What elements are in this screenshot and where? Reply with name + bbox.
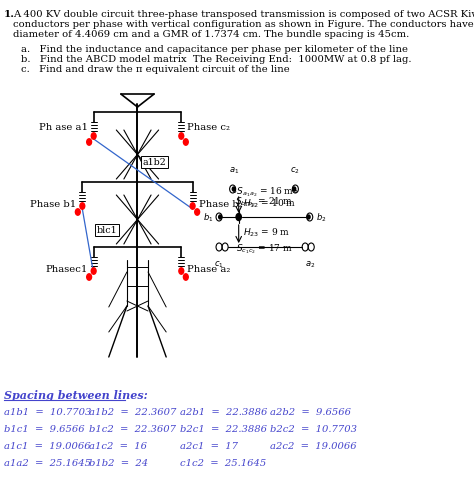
Text: Spacing between lines:: Spacing between lines: [4, 389, 147, 400]
Circle shape [236, 214, 241, 221]
Text: Ph ase a1: Ph ase a1 [38, 123, 88, 132]
Text: conductors per phase with vertical configuration as shown in Figure. The conduct: conductors per phase with vertical confi… [13, 20, 474, 29]
Text: a1b1  =  10.7703: a1b1 = 10.7703 [4, 407, 91, 416]
Circle shape [293, 187, 296, 192]
Text: b.   Find the ABCD model matrix  The Receiving End:  1000MW at 0.8 pf lag.: b. Find the ABCD model matrix The Receiv… [21, 55, 411, 64]
Text: diameter of 4.4069 cm and a GMR of 1.7374 cm. The bundle spacing is 45cm.: diameter of 4.4069 cm and a GMR of 1.737… [13, 30, 409, 39]
Circle shape [179, 134, 184, 140]
Circle shape [232, 187, 235, 192]
Text: $H_{23}$ = 9 m: $H_{23}$ = 9 m [243, 226, 291, 239]
Text: a1b2  =  22.3607: a1b2 = 22.3607 [89, 407, 176, 416]
Text: $S_{b_1b_2}$ = 21 m: $S_{b_1b_2}$ = 21 m [236, 195, 293, 208]
Text: $S_{c_1c_2}$ = 17 m: $S_{c_1c_2}$ = 17 m [236, 242, 293, 255]
Text: b1c2  =  22.3607: b1c2 = 22.3607 [89, 424, 176, 433]
Text: $a_1$: $a_1$ [229, 165, 239, 176]
Text: a1b2: a1b2 [142, 158, 166, 167]
Text: b1c1  =  9.6566: b1c1 = 9.6566 [4, 424, 84, 433]
Circle shape [75, 209, 80, 216]
Text: 1.: 1. [4, 10, 15, 19]
Text: $b_2$: $b_2$ [316, 211, 326, 224]
Text: A 400 KV double circuit three-phase transposed transmission is composed of two A: A 400 KV double circuit three-phase tran… [13, 10, 474, 19]
Text: c1c2  =  25.1645: c1c2 = 25.1645 [180, 458, 266, 467]
Text: a1a2  =  25.1645: a1a2 = 25.1645 [4, 458, 91, 467]
Circle shape [190, 203, 195, 210]
Circle shape [183, 140, 188, 146]
Text: b1b2  =  24: b1b2 = 24 [89, 458, 148, 467]
Text: a2b2  =  9.6566: a2b2 = 9.6566 [271, 407, 351, 416]
Text: $c_2$: $c_2$ [291, 165, 300, 176]
Circle shape [87, 274, 91, 281]
Text: $\circ S_{a_1a_2}$ = 16 m$\circ$: $\circ S_{a_1a_2}$ = 16 m$\circ$ [230, 185, 298, 198]
Circle shape [91, 268, 96, 275]
Text: $a_2$: $a_2$ [305, 260, 315, 270]
Text: Phase a₂: Phase a₂ [187, 265, 231, 274]
Text: a2c1  =  17: a2c1 = 17 [180, 441, 238, 450]
Text: Phasec1: Phasec1 [45, 265, 88, 274]
Circle shape [87, 140, 91, 146]
Text: b2c2  =  10.7703: b2c2 = 10.7703 [271, 424, 357, 433]
Text: Phase c₂: Phase c₂ [187, 123, 230, 132]
Text: c.   Find and draw the π equivalent circuit of the line: c. Find and draw the π equivalent circui… [21, 65, 290, 74]
Circle shape [307, 216, 310, 220]
Circle shape [219, 216, 222, 220]
Circle shape [179, 268, 184, 275]
Text: a2c2  =  19.0066: a2c2 = 19.0066 [271, 441, 357, 450]
Text: blc1: blc1 [97, 226, 118, 235]
Text: $b_1$: $b_1$ [202, 211, 213, 224]
Circle shape [183, 274, 188, 281]
Text: $c_1$: $c_1$ [214, 260, 224, 270]
Text: b2c1  =  22.3886: b2c1 = 22.3886 [180, 424, 267, 433]
Text: a1c1  =  19.0066: a1c1 = 19.0066 [4, 441, 91, 450]
Circle shape [91, 134, 96, 140]
Text: a2b1  =  22.3886: a2b1 = 22.3886 [180, 407, 267, 416]
Circle shape [80, 203, 85, 210]
Text: $H_{12}$ = 10 m: $H_{12}$ = 10 m [243, 197, 296, 210]
Text: Phase b₂: Phase b₂ [199, 200, 242, 209]
Text: a.   Find the inductance and capacitance per phase per kilometer of the line: a. Find the inductance and capacitance p… [21, 45, 408, 54]
Text: a1c2  =  16: a1c2 = 16 [89, 441, 147, 450]
Circle shape [195, 209, 200, 216]
Text: Phase b1: Phase b1 [30, 200, 76, 209]
